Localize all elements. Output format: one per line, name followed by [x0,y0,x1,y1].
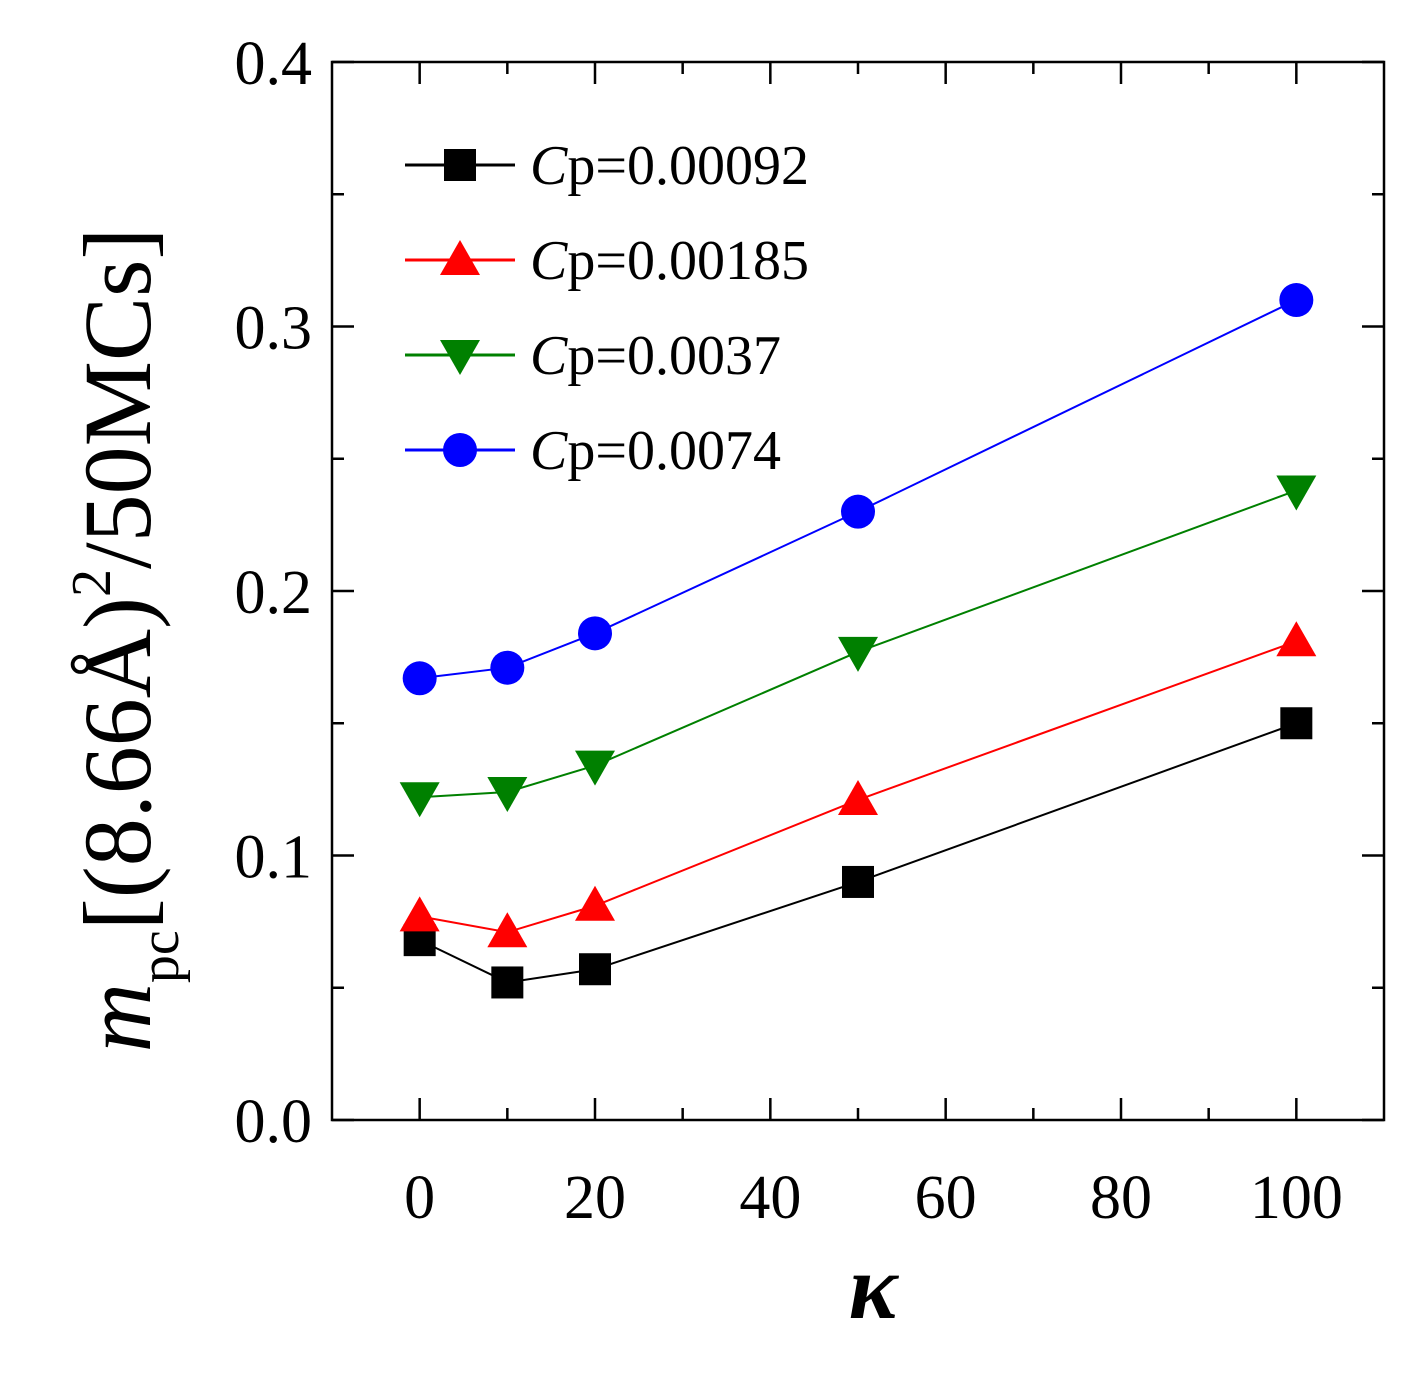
y-tick-label: 0.0 [235,1088,313,1156]
data-point [579,953,611,986]
y-axis-superscript: 2 [61,569,123,597]
series-group [399,283,1317,999]
legend-label: Cp=0.0037 [530,325,781,387]
y-axis-title: mpc[(8.66Å)2/50MCs] [61,228,191,1053]
legend-item: Cp=0.0074 [405,420,781,482]
series-2 [399,475,1317,818]
plot-area [330,60,1386,1122]
legend-marker [440,340,480,375]
legend-marker [440,240,480,275]
legend-item: Cp=0.0037 [405,325,781,387]
plot-frame [330,60,1386,1122]
series-1 [399,621,1317,948]
legend-label-sub: p [567,230,595,292]
data-point [399,782,440,818]
axes: 0 20 40 60 80 100 0.0 0.1 0.2 0.3 0.4 [235,30,1384,1232]
y-tick-label: 0.2 [235,559,313,627]
series-0 [403,707,1313,999]
y-tick-label: 0.1 [235,824,313,892]
legend-marker [444,149,476,181]
legend-marker [443,433,477,467]
legend-label-prefix: C [530,230,568,292]
data-point [487,912,528,948]
y-axis-subscript: pc [129,930,191,983]
data-point [1276,621,1317,657]
data-point [491,966,524,999]
legend-item: Cp=0.00092 [405,135,809,197]
x-axis-title: κ [849,1236,900,1338]
x-tick-label: 40 [739,1164,801,1232]
legend-label-prefix: C [530,420,568,482]
legend-label: Cp=0.00092 [530,135,809,197]
x-tick-label: 60 [915,1164,977,1232]
data-point [841,494,875,529]
data-point [487,777,528,813]
legend-label-sub: p [567,325,595,387]
data-point [578,616,612,651]
x-tick-label: 0 [404,1164,435,1232]
series-line [419,722,1297,984]
x-tick-label: 80 [1090,1164,1152,1232]
legend-label: Cp=0.00185 [530,230,809,292]
data-point [490,650,525,685]
x-tick-label: 100 [1250,1164,1343,1232]
legend-label-prefix: C [530,325,568,387]
legend-label-sub: p [567,135,595,197]
data-point [575,750,615,786]
legend-label-prefix: C [530,135,568,197]
y-axis-unit-close: /50MCs] [64,228,171,569]
legend-label-value: =0.0074 [595,420,781,482]
data-point [1276,475,1317,511]
data-point [1280,707,1313,740]
data-point [1279,283,1314,318]
data-point [838,636,878,672]
y-tick-label: 0.4 [235,30,313,98]
y-tick-label: 0.3 [235,295,313,363]
series-3 [402,283,1314,696]
legend-label-value: =0.00185 [595,230,809,292]
legend-label-sub: p [567,420,595,482]
legend-label: Cp=0.0074 [530,420,781,482]
legend-item: Cp=0.00185 [405,230,809,292]
y-axis-symbol: m [64,983,171,1052]
legend-label-value: =0.00092 [595,135,809,197]
data-point [402,661,437,696]
legend-label-value: =0.0037 [595,325,781,387]
data-point [838,779,878,815]
data-point [399,896,440,932]
x-tick-label: 20 [564,1164,626,1232]
y-axis-unit-open: [(8.66Å) [64,597,171,930]
data-point [575,885,615,921]
data-point [842,865,874,898]
